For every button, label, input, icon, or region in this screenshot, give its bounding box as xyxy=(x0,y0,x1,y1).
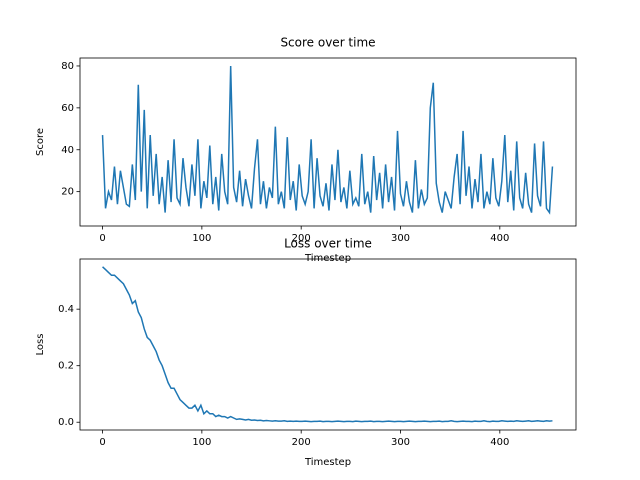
y-axis-label: Loss xyxy=(35,334,46,356)
y-axis-label: Score xyxy=(35,128,46,156)
x-tick-label: 300 xyxy=(391,233,410,244)
x-tick-label: 400 xyxy=(490,437,509,448)
y-tick-label: 20 xyxy=(61,187,74,198)
line xyxy=(101,65,554,215)
y-tick-label: 60 xyxy=(61,103,74,114)
x-tick-label: 200 xyxy=(292,233,311,244)
y-tick-label: 0.2 xyxy=(58,361,74,372)
x-tick-label: 0 xyxy=(99,233,105,244)
axes-frame xyxy=(79,57,577,227)
y-tick-label: 80 xyxy=(61,61,74,72)
x-tick-label: 0 xyxy=(99,437,105,448)
line xyxy=(102,266,553,423)
x-tick-label: 100 xyxy=(192,233,211,244)
y-tick-label: 40 xyxy=(61,145,74,156)
x-axis-label: Timestep xyxy=(304,253,351,264)
x-tick-label: 400 xyxy=(490,233,509,244)
y-tick-label: 0.0 xyxy=(58,417,74,428)
chart-title: Score over time xyxy=(280,36,375,50)
axes-frame xyxy=(79,258,577,431)
x-axis-label: Timestep xyxy=(304,457,351,468)
chart-title: Loss over time xyxy=(284,237,372,251)
x-tick-label: 100 xyxy=(192,437,211,448)
x-tick-label: 200 xyxy=(292,437,311,448)
y-tick-label: 0.4 xyxy=(58,304,74,315)
x-tick-label: 300 xyxy=(391,437,410,448)
